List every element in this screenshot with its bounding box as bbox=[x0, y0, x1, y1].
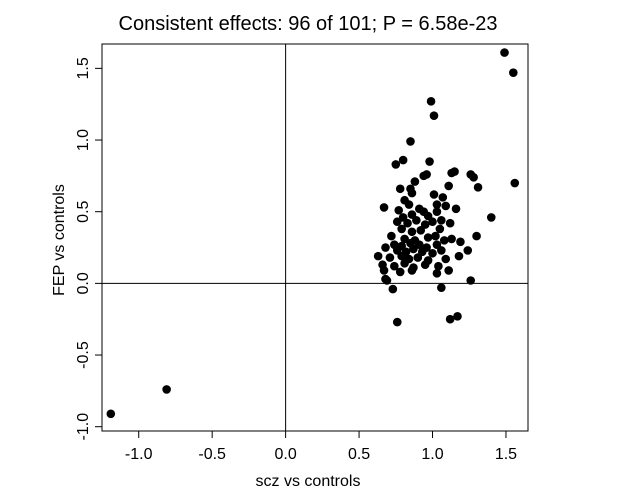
plot-frame bbox=[101, 43, 529, 432]
data-point bbox=[422, 170, 431, 179]
data-point bbox=[395, 267, 405, 277]
data-point bbox=[509, 68, 518, 77]
x-tick-label: 0.5 bbox=[348, 446, 370, 463]
data-point bbox=[438, 193, 448, 202]
data-point bbox=[473, 183, 483, 192]
data-point bbox=[397, 224, 406, 234]
data-point bbox=[445, 314, 455, 324]
data-point bbox=[437, 246, 446, 255]
data-point bbox=[413, 253, 423, 262]
data-point bbox=[385, 253, 395, 262]
x-axis-label: scz vs controls bbox=[256, 473, 361, 490]
data-point bbox=[444, 266, 453, 275]
data-point bbox=[407, 188, 417, 198]
data-point bbox=[428, 248, 437, 258]
data-point bbox=[435, 224, 445, 234]
data-point bbox=[420, 260, 430, 270]
data-point bbox=[437, 216, 446, 225]
data-point bbox=[463, 246, 473, 255]
data-point bbox=[466, 276, 476, 285]
data-point bbox=[397, 251, 406, 261]
x-tick-label: -1.0 bbox=[125, 446, 153, 463]
y-axis: -1.0 -0.5 0.0 0.5 1.0 1.5 bbox=[75, 57, 102, 440]
x-tick-label: 0.0 bbox=[274, 446, 296, 463]
data-point bbox=[379, 266, 389, 275]
data-point bbox=[416, 226, 426, 235]
y-tick-label: -0.5 bbox=[75, 341, 92, 369]
data-point bbox=[441, 254, 451, 264]
data-point bbox=[428, 217, 437, 227]
x-tick-label: -0.5 bbox=[198, 446, 226, 463]
data-point bbox=[381, 243, 390, 252]
y-axis-label: FEP vs controls bbox=[51, 184, 68, 296]
data-point bbox=[388, 284, 398, 294]
x-tick-label: 1.5 bbox=[495, 446, 517, 463]
data-point bbox=[439, 236, 449, 245]
y-tick-label: -1.0 bbox=[75, 413, 92, 441]
data-point bbox=[437, 283, 446, 292]
data-point bbox=[406, 137, 415, 146]
x-tick-label: 1.0 bbox=[421, 446, 443, 463]
data-point bbox=[373, 251, 383, 261]
data-point bbox=[390, 261, 399, 271]
data-point bbox=[392, 317, 402, 327]
data-point bbox=[486, 213, 496, 222]
data-point bbox=[432, 200, 442, 209]
y-tick-label: 0.5 bbox=[75, 200, 92, 222]
data-point bbox=[394, 205, 404, 215]
data-point bbox=[451, 204, 461, 214]
data-point bbox=[398, 155, 408, 165]
data-point bbox=[407, 266, 417, 275]
data-point bbox=[391, 160, 401, 169]
data-point bbox=[382, 276, 392, 285]
data-point bbox=[410, 177, 420, 186]
y-tick-label: 0.0 bbox=[75, 272, 92, 294]
data-point bbox=[453, 312, 462, 321]
data-point bbox=[456, 237, 465, 247]
data-point bbox=[432, 207, 442, 216]
data-point bbox=[400, 259, 409, 268]
data-point bbox=[423, 233, 433, 242]
data-point bbox=[409, 244, 418, 254]
data-point bbox=[469, 173, 478, 182]
data-point bbox=[447, 234, 456, 244]
data-point bbox=[395, 184, 405, 194]
data-point bbox=[106, 409, 116, 419]
data-point bbox=[454, 251, 464, 261]
data-point bbox=[414, 240, 424, 249]
data-point bbox=[450, 167, 459, 176]
data-point bbox=[403, 218, 412, 228]
data-point bbox=[472, 231, 481, 241]
data-point bbox=[432, 269, 442, 278]
data-point bbox=[429, 111, 439, 120]
chart-title: Consistent effects: 96 of 101; P = 6.58e… bbox=[119, 13, 498, 35]
data-point bbox=[392, 217, 402, 227]
data-point bbox=[510, 178, 520, 188]
data-point bbox=[431, 231, 440, 241]
data-point bbox=[400, 234, 409, 244]
reference-lines bbox=[102, 44, 528, 431]
data-point bbox=[379, 203, 389, 212]
data-point bbox=[412, 216, 421, 225]
data-point bbox=[429, 190, 439, 199]
data-point bbox=[444, 181, 453, 191]
data-point bbox=[404, 200, 414, 209]
data-point bbox=[434, 261, 443, 271]
data-point bbox=[500, 48, 509, 57]
data-points bbox=[106, 48, 520, 419]
data-point bbox=[441, 201, 451, 211]
x-axis: -1.0 -0.5 0.0 0.5 1.0 1.5 bbox=[125, 431, 517, 463]
y-tick-label: 1.5 bbox=[75, 57, 92, 79]
data-point bbox=[387, 231, 396, 241]
y-tick-label: 1.0 bbox=[75, 129, 92, 151]
data-point bbox=[162, 385, 171, 394]
data-point bbox=[407, 227, 417, 237]
data-point bbox=[445, 218, 455, 228]
data-point bbox=[425, 157, 434, 166]
data-point bbox=[426, 97, 436, 106]
